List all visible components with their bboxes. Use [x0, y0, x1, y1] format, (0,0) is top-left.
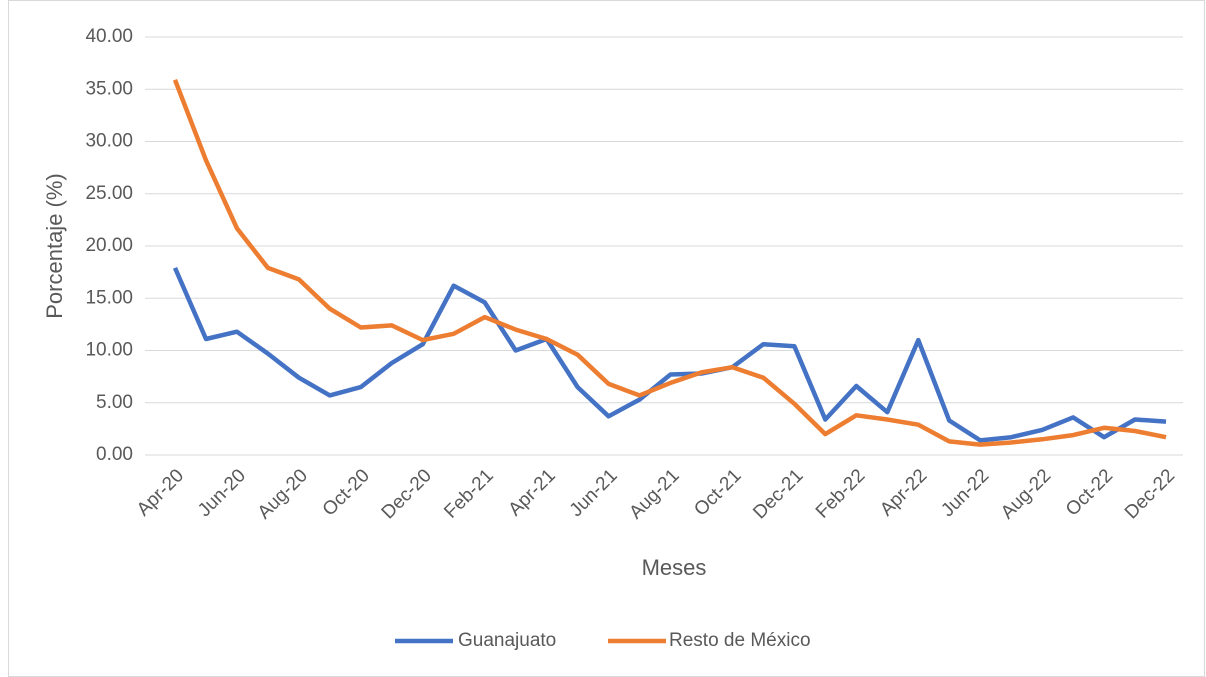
x-tick-label: Jun-20	[194, 465, 250, 521]
series-line	[172, 78, 1167, 447]
y-tick-label: 40.00	[85, 26, 133, 47]
x-tick-label: Aug-21	[625, 465, 683, 523]
y-tick-label: 0.00	[96, 444, 133, 465]
x-tick-label: Feb-21	[440, 465, 497, 522]
x-tick-label: Apr-22	[876, 465, 931, 520]
y-tick-label: 10.00	[85, 340, 133, 361]
y-tick-label: 15.00	[85, 287, 133, 308]
y-tick-label: 20.00	[85, 235, 133, 256]
x-tick-label: Oct-22	[1062, 465, 1117, 520]
x-axis-label: Meses	[642, 555, 707, 580]
x-tick-label: Apr-21	[505, 465, 560, 520]
series-line	[172, 267, 1167, 443]
legend-label: Resto de México	[669, 630, 811, 651]
x-tick-label: Oct-21	[690, 465, 745, 520]
y-tick-label: 30.00	[85, 131, 133, 152]
x-tick-label: Aug-20	[254, 465, 312, 523]
x-tick-label: Jun-22	[937, 465, 993, 521]
y-tick-label: 35.00	[85, 78, 133, 99]
chart-border	[8, 0, 1205, 677]
x-tick-label: Dec-21	[749, 465, 807, 523]
y-tick-label: 5.00	[96, 392, 133, 413]
x-tick-label: Apr-20	[133, 465, 188, 520]
x-tick-label: Feb-22	[812, 465, 869, 522]
x-tick-label: Dec-20	[378, 465, 436, 523]
x-tick-label: Jun-21	[566, 465, 622, 521]
y-axis-label: Porcentaje (%)	[42, 173, 67, 319]
y-tick-label: 25.00	[85, 183, 133, 204]
x-tick-label: Oct-20	[319, 465, 374, 520]
legend-label: Guanajuato	[458, 630, 556, 651]
x-tick-label: Dec-22	[1121, 465, 1179, 523]
x-tick-label: Aug-22	[997, 465, 1055, 523]
